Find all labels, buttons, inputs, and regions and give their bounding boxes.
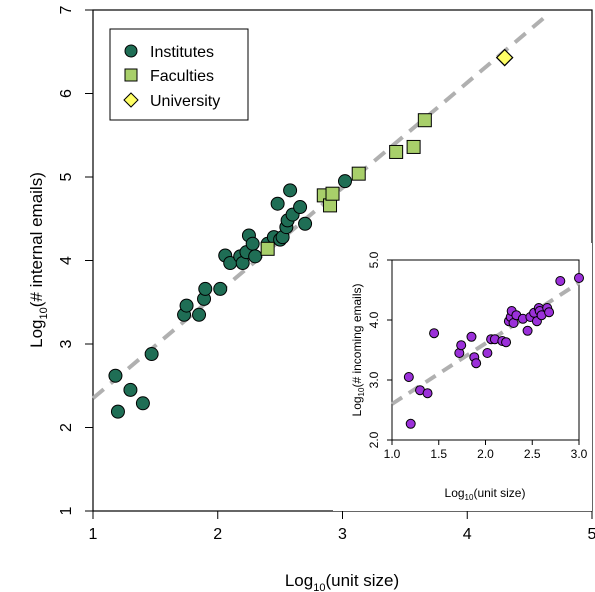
inset-y-axis-label: Log10(# incoming emails) bbox=[350, 284, 366, 417]
data-point-circle bbox=[404, 373, 413, 382]
inset-x-axis-label: Log10(unit size) bbox=[445, 486, 526, 502]
data-point-circle bbox=[467, 332, 476, 341]
y-tick-label: 3 bbox=[58, 339, 75, 348]
y-tick-label: 6 bbox=[58, 89, 75, 98]
data-point-circle bbox=[430, 329, 439, 338]
inset-chart: 1.0 1.5 2.0 2.5 3.0 2.0 3.0 4.0 5.0 Log10(unit s… bbox=[333, 243, 592, 511]
data-point-circle bbox=[423, 389, 432, 398]
y-tick-label: 4 bbox=[58, 256, 75, 265]
x-tick-label: 3 bbox=[338, 526, 347, 543]
x-tick-label: 2 bbox=[213, 526, 222, 543]
data-point-square bbox=[324, 199, 337, 212]
data-point-circle bbox=[502, 338, 511, 347]
data-point-circle bbox=[338, 175, 351, 188]
data-point-circle bbox=[124, 383, 137, 396]
x-tick-label: 2.0 bbox=[477, 447, 494, 461]
data-point-circle bbox=[299, 217, 312, 230]
legend-square-icon bbox=[125, 69, 137, 81]
data-point-circle bbox=[472, 359, 481, 368]
data-point-circle bbox=[523, 326, 532, 335]
data-point-square bbox=[352, 167, 365, 180]
data-point-circle bbox=[556, 277, 565, 286]
data-point-circle bbox=[111, 405, 124, 418]
data-point-circle bbox=[180, 299, 193, 312]
data-point-circle bbox=[284, 184, 297, 197]
x-tick-label: 4 bbox=[463, 526, 472, 543]
data-point-circle bbox=[483, 349, 492, 358]
data-point-circle bbox=[545, 308, 554, 317]
data-point-circle bbox=[246, 237, 259, 250]
data-point-circle bbox=[575, 274, 584, 283]
data-point-square bbox=[326, 187, 339, 200]
data-point-circle bbox=[109, 369, 122, 382]
data-point-circle bbox=[214, 282, 227, 295]
data-point-circle bbox=[199, 282, 212, 295]
x-tick-label: 1 bbox=[89, 526, 98, 543]
data-point-circle bbox=[294, 201, 307, 214]
data-point-circle bbox=[249, 250, 262, 263]
y-tick-label: 1 bbox=[58, 506, 75, 515]
data-point-square bbox=[418, 114, 431, 127]
x-tick-label: 3.0 bbox=[571, 447, 588, 461]
y-tick-label: 2 bbox=[58, 423, 75, 432]
y-tick-label: 4.0 bbox=[367, 311, 381, 328]
y-tick-label: 2.0 bbox=[367, 431, 381, 448]
data-point-circle bbox=[406, 419, 415, 428]
data-point-square bbox=[261, 242, 274, 255]
data-point-square bbox=[407, 140, 420, 153]
legend-label-institutes: Institutes bbox=[150, 44, 214, 61]
data-point-circle bbox=[136, 397, 149, 410]
data-point-circle bbox=[145, 348, 158, 361]
data-point-circle bbox=[193, 308, 206, 321]
y-tick-label: 5 bbox=[58, 172, 75, 181]
legend-circle-icon bbox=[125, 45, 137, 57]
x-tick-label: 1.0 bbox=[384, 447, 401, 461]
legend-label-university: University bbox=[150, 93, 220, 110]
y-tick-label: 7 bbox=[58, 5, 75, 14]
main-x-axis-label: Log10(unit size) bbox=[285, 571, 399, 592]
x-tick-label: 5 bbox=[588, 526, 595, 543]
data-point-circle bbox=[271, 197, 284, 210]
legend: Institutes Faculties University bbox=[110, 29, 248, 120]
y-tick-label: 3.0 bbox=[367, 371, 381, 388]
main-y-axis-label: Log10(# internal emails) bbox=[27, 172, 50, 348]
x-tick-label: 2.5 bbox=[524, 447, 541, 461]
data-point-circle bbox=[457, 341, 466, 350]
y-tick-label: 5.0 bbox=[367, 251, 381, 268]
data-point-square bbox=[390, 145, 403, 158]
legend-label-faculties: Faculties bbox=[150, 68, 214, 85]
x-tick-label: 1.5 bbox=[430, 447, 447, 461]
